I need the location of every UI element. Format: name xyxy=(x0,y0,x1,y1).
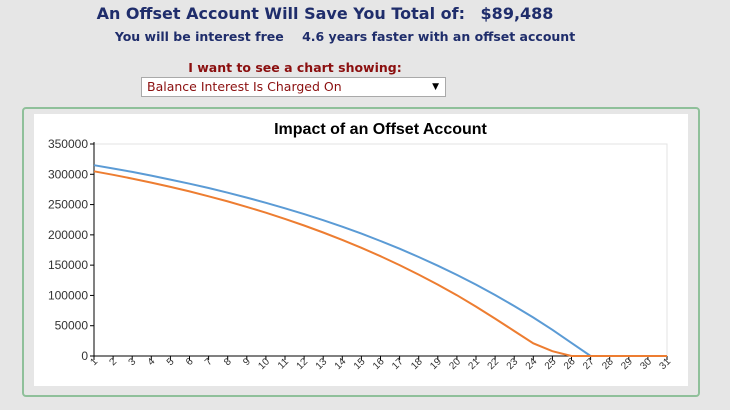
y-tick-label: 150000 xyxy=(48,258,88,272)
x-tick-label: 11 xyxy=(276,356,291,371)
x-tick-label: 25 xyxy=(543,356,559,372)
interest-free-label: You will be interest free xyxy=(114,29,284,44)
y-tick-label: 300000 xyxy=(48,167,88,181)
x-tick-label: 18 xyxy=(409,356,425,372)
interest-free-years: 4.6 years faster with an offset account xyxy=(302,29,576,44)
chart-type-select[interactable]: Balance Interest Is Charged On ▼ xyxy=(141,77,446,97)
chart-panel: Impact of an Offset Account 0 50000 100000 1… xyxy=(34,114,688,386)
series-line-2 xyxy=(93,170,667,357)
dropdown-arrow-icon: ▼ xyxy=(432,82,439,92)
x-tick-label: 26 xyxy=(562,356,578,372)
chart-title: Impact of an Offset Account xyxy=(274,121,487,138)
x-tick-label: 10 xyxy=(256,356,272,372)
y-tick-label: 50000 xyxy=(55,319,89,333)
series-line-1 xyxy=(93,164,667,357)
chart-frame: Impact of an Offset Account 0 50000 100000 1… xyxy=(22,107,700,397)
savings-amount: $89,488 xyxy=(480,4,554,23)
chart-select-label: I want to see a chart showing: xyxy=(188,60,402,75)
x-tick-label: 28 xyxy=(600,356,616,372)
interest-free-summary: You will be interest free 4.6 years fast… xyxy=(0,29,690,44)
savings-title: An Offset Account Will Save You Total of… xyxy=(96,4,465,23)
plot-area xyxy=(93,143,668,357)
x-tick-label: 27 xyxy=(581,356,597,372)
x-tick-label: 14 xyxy=(333,356,349,372)
y-tick-label: 100000 xyxy=(48,288,88,302)
x-tick-label: 20 xyxy=(447,356,463,372)
x-tick-label: 22 xyxy=(486,356,502,372)
x-tick-label: 12 xyxy=(295,356,311,372)
x-tick-label: 30 xyxy=(638,356,654,372)
y-tick-label: 350000 xyxy=(48,137,88,151)
x-tick-label: 21 xyxy=(466,356,482,372)
x-tick-label: 17 xyxy=(390,356,406,372)
x-tick-label: 19 xyxy=(428,356,444,372)
x-tick-label: 13 xyxy=(314,356,330,372)
x-tick-label: 15 xyxy=(352,356,368,372)
x-tick-label: 16 xyxy=(371,356,387,372)
x-tick-label: 29 xyxy=(619,356,635,372)
y-tick-label: 250000 xyxy=(48,198,88,212)
x-tick-label: 24 xyxy=(524,356,540,372)
x-tick-label: 23 xyxy=(505,356,521,372)
savings-headline: An Offset Account Will Save You Total of… xyxy=(0,4,650,23)
y-tick-label: 0 xyxy=(81,349,88,363)
x-tick-label: 31 xyxy=(657,356,673,372)
offset-line-chart: Impact of an Offset Account 0 50000 100000 1… xyxy=(48,121,673,372)
chart-type-selected-value: Balance Interest Is Charged On xyxy=(147,79,342,94)
y-tick-label: 200000 xyxy=(48,228,88,242)
